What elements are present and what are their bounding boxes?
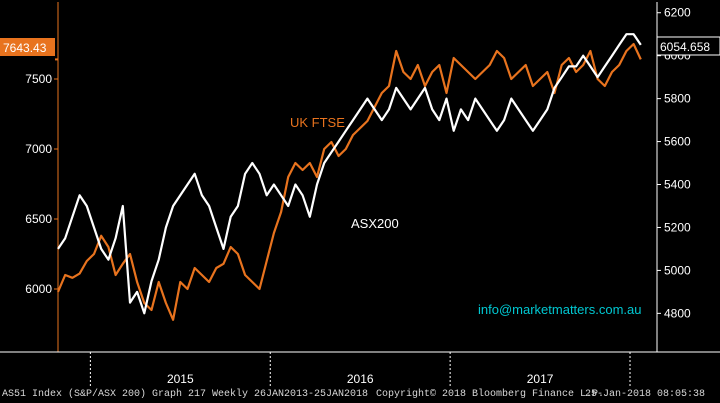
right-tick-label: 5200 [664, 220, 691, 234]
footer: AS51 Index (S&P/ASX 200) Graph 217 Weekl… [0, 386, 720, 403]
footer-index-info: AS51 Index (S&P/ASX 200) Graph 217 Weekl… [2, 389, 369, 400]
last-value-right: 6054.658 [660, 40, 710, 54]
annotation-email: info@marketmatters.com.au [478, 302, 641, 317]
series-lines [56, 33, 642, 321]
left-tick-label: 7000 [25, 142, 52, 156]
x-axis: 2015 2016 2017 [0, 351, 720, 386]
series-line-uk-ftse [56, 42, 642, 321]
right-tick-label: 5800 [664, 92, 691, 106]
last-values: 7643.43 6054.658 [0, 36, 720, 56]
annotation-uk-ftse: UK FTSE [290, 115, 345, 130]
right-tick-label: 4800 [664, 306, 691, 320]
left-axis: 6000 6500 7000 7500 [25, 2, 59, 352]
chart: 6000 6500 7000 7500 4800 5000 5200 5400 5600 580… [0, 0, 720, 386]
annotation-asx200: ASX200 [351, 216, 399, 231]
x-tick-label: 2017 [527, 372, 554, 386]
footer-timestamp: 25-Jan-2018 08:05:38 [585, 389, 706, 400]
right-tick-label: 5400 [664, 178, 691, 192]
right-tick-label: 5000 [664, 263, 691, 277]
last-value-left: 7643.43 [3, 41, 47, 55]
left-tick-label: 6000 [25, 282, 52, 296]
last-value-left-box [0, 38, 55, 56]
annotations: UK FTSE ASX200 info@marketmatters.com.au [290, 115, 641, 317]
series-line-asx200 [57, 33, 642, 315]
x-tick-label: 2016 [347, 372, 374, 386]
last-value-right-box [656, 36, 720, 56]
right-tick-label: 5600 [664, 135, 691, 149]
footer-copyright: Copyright© 2018 Bloomberg Finance L.P. [376, 389, 605, 400]
left-tick-label: 7500 [25, 72, 52, 86]
plot-background [0, 0, 720, 386]
right-tick-label: 6200 [664, 6, 691, 20]
left-tick-label: 6500 [25, 212, 52, 226]
x-tick-label: 2015 [167, 372, 194, 386]
